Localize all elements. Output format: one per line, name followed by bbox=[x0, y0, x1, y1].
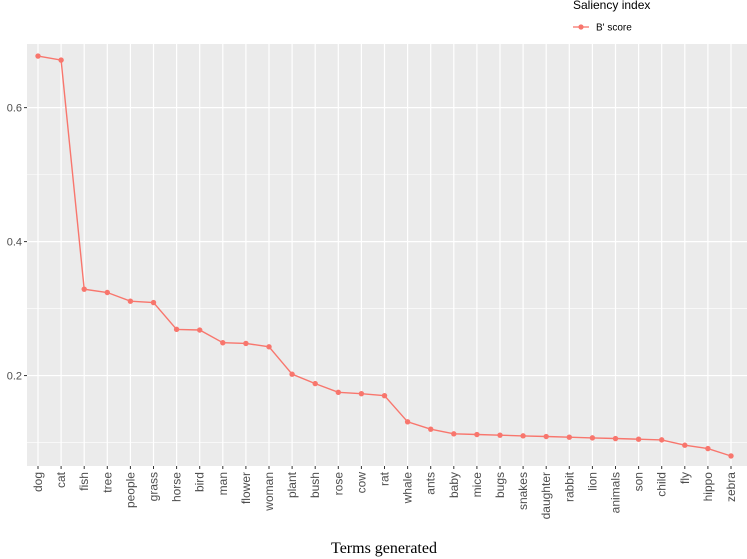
legend-title: Saliency index bbox=[573, 0, 650, 12]
data-point bbox=[612, 435, 619, 442]
x-tick-label: fish bbox=[77, 472, 91, 491]
x-tick-label: flower bbox=[239, 472, 253, 504]
x-tick-label: animals bbox=[609, 472, 623, 513]
data-point bbox=[635, 436, 642, 442]
data-point bbox=[35, 53, 41, 59]
data-point bbox=[104, 289, 111, 296]
data-point bbox=[335, 389, 341, 396]
data-point bbox=[381, 392, 388, 399]
x-tick-label: rat bbox=[378, 471, 392, 486]
data-point bbox=[127, 298, 134, 304]
data-point bbox=[589, 435, 596, 441]
data-point bbox=[220, 340, 226, 346]
x-tick-label: snakes bbox=[516, 472, 530, 510]
x-tick-label: man bbox=[216, 472, 230, 495]
x-tick-label: woman bbox=[262, 472, 276, 512]
data-point bbox=[705, 445, 711, 452]
x-tick-label: bush bbox=[308, 472, 322, 498]
x-tick-label: mice bbox=[470, 472, 484, 498]
data-point bbox=[173, 326, 180, 333]
x-tick-label: cat bbox=[54, 471, 68, 488]
x-tick-label: daughter bbox=[539, 472, 553, 519]
data-point bbox=[197, 327, 203, 333]
x-tick-label: rabbit bbox=[562, 471, 576, 502]
data-point bbox=[150, 299, 157, 306]
data-point bbox=[520, 433, 526, 439]
x-tick-label: child bbox=[655, 472, 669, 497]
x-tick-label: ants bbox=[424, 472, 438, 495]
y-tick-label: 0.2 bbox=[7, 371, 22, 383]
y-tick-label: 0.4 bbox=[7, 237, 22, 249]
grid-major bbox=[27, 44, 747, 466]
x-tick-label: grass bbox=[147, 472, 161, 501]
x-tick-label: cow bbox=[354, 472, 368, 494]
x-tick-label: baby bbox=[447, 472, 461, 498]
data-point bbox=[566, 434, 572, 440]
data-point bbox=[543, 433, 549, 440]
x-tick-label: dog bbox=[31, 472, 45, 492]
y-tick-label: 0.6 bbox=[7, 103, 22, 115]
x-tick-label: fly bbox=[678, 472, 692, 484]
data-point bbox=[358, 390, 365, 397]
x-tick-label: lion bbox=[585, 472, 599, 491]
data-point bbox=[428, 426, 434, 432]
x-tick-label: tree bbox=[100, 472, 114, 493]
x-tick-label: bird bbox=[193, 472, 207, 492]
x-tick-label: people bbox=[123, 472, 137, 508]
x-tick-label: horse bbox=[170, 472, 184, 502]
data-point bbox=[497, 432, 503, 438]
data-point bbox=[451, 431, 457, 437]
legend: Saliency index B' score bbox=[573, 0, 650, 34]
data-point bbox=[728, 453, 734, 459]
data-point bbox=[404, 419, 411, 425]
x-tick-label: son bbox=[632, 472, 646, 491]
data-point bbox=[659, 437, 665, 443]
grid-minor bbox=[27, 174, 747, 443]
x-axis-title: Terms generated bbox=[331, 540, 437, 557]
x-tick-label: whale bbox=[401, 472, 415, 505]
data-point bbox=[58, 57, 64, 63]
data-point bbox=[682, 442, 688, 448]
data-point bbox=[474, 431, 480, 438]
x-tick-label: rose bbox=[331, 472, 345, 496]
data-point bbox=[289, 371, 295, 377]
data-point bbox=[243, 340, 249, 347]
series-layer bbox=[35, 53, 734, 459]
data-point bbox=[266, 344, 272, 350]
x-tick-label: zebra bbox=[724, 472, 738, 502]
legend-series-label: B' score bbox=[596, 23, 632, 34]
data-point bbox=[312, 380, 318, 387]
data-point bbox=[81, 286, 87, 292]
x-tick-label: plant bbox=[285, 471, 299, 498]
legend-key-point bbox=[578, 24, 584, 30]
x-tick-label: bugs bbox=[493, 472, 507, 498]
x-tick-label: hippo bbox=[701, 472, 715, 502]
